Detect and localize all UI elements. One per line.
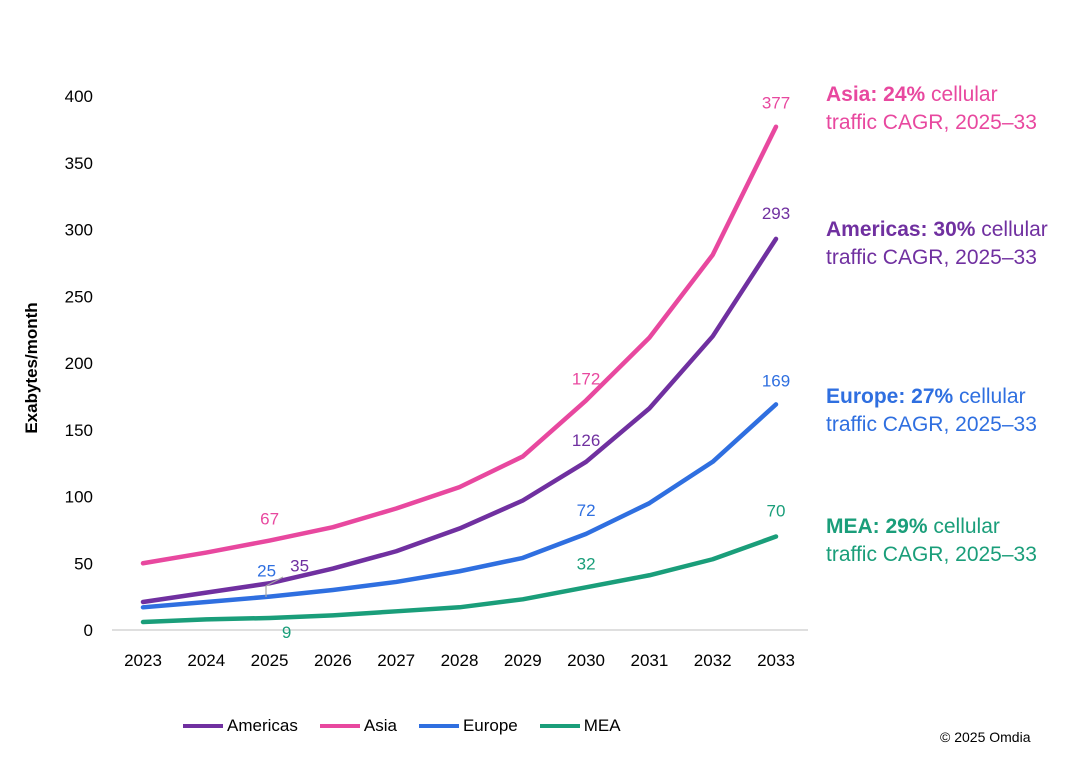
data-label: 126 — [572, 431, 600, 450]
legend-swatch — [319, 724, 360, 728]
x-tick-label: 2028 — [441, 651, 479, 670]
data-label: 35 — [290, 556, 309, 575]
y-tick-label: 150 — [65, 421, 93, 440]
x-tick-label: 2023 — [124, 651, 162, 670]
annotation-mea: MEA: 29% cellular traffic CAGR, 2025–33 — [826, 515, 1037, 566]
y-tick-label: 250 — [65, 287, 93, 306]
x-tick-label: 2024 — [187, 651, 225, 670]
data-label: 169 — [762, 371, 790, 390]
legend-swatch — [539, 724, 580, 728]
y-tick-label: 50 — [74, 554, 93, 573]
x-tick-label: 2031 — [630, 651, 668, 670]
legend-label: Americas — [227, 716, 298, 735]
y-tick-label: 100 — [65, 488, 93, 507]
legend-label: Asia — [363, 716, 397, 735]
legend: Americas Asia Europe MEA — [183, 716, 643, 736]
data-label: 32 — [577, 554, 596, 573]
x-tick-label: 2030 — [567, 651, 605, 670]
x-tick-label: 2027 — [377, 651, 415, 670]
x-tick-label: 2026 — [314, 651, 352, 670]
legend-item-europe: Europe — [418, 716, 518, 736]
legend-label: Europe — [462, 716, 518, 735]
series-line-mea — [140, 534, 779, 625]
legend-label: MEA — [583, 716, 621, 735]
y-tick-label: 200 — [65, 354, 93, 373]
y-tick-label: 350 — [65, 154, 93, 173]
annotation-americas: Americas: 30% cellular traffic CAGR, 202… — [826, 218, 1048, 269]
data-label: 72 — [577, 501, 596, 520]
y-tick-label: 0 — [84, 621, 93, 640]
annotation-asia: Asia: 24% cellular traffic CAGR, 2025–33 — [826, 83, 1037, 134]
legend-item-americas: Americas — [183, 716, 298, 736]
data-label: 172 — [572, 369, 600, 388]
legend-item-asia: Asia — [319, 716, 397, 736]
data-label: 67 — [260, 510, 279, 529]
x-tick-label: 2029 — [504, 651, 542, 670]
series-line-americas — [140, 236, 779, 605]
y-tick-label: 300 — [65, 221, 93, 240]
series-line-europe — [140, 402, 779, 610]
legend-item-mea: MEA — [539, 716, 621, 736]
leader-line — [265, 576, 284, 597]
copyright: © 2025 Omdia — [940, 729, 1031, 745]
data-label: 293 — [762, 204, 790, 223]
x-tick-label: 2032 — [694, 651, 732, 670]
legend-swatch — [183, 724, 223, 728]
y-tick-label: 400 — [65, 87, 93, 106]
data-label: 377 — [762, 94, 790, 113]
data-label: 70 — [767, 502, 786, 521]
annotation-europe: Europe: 27% cellular traffic CAGR, 2025–… — [826, 385, 1037, 436]
legend-swatch — [418, 724, 459, 728]
x-tick-label: 2033 — [757, 651, 795, 670]
y-axis-title: Exabytes/month — [22, 302, 41, 433]
x-tick-label: 2025 — [251, 651, 289, 670]
series-line-asia — [140, 124, 779, 566]
data-label: 25 — [257, 562, 276, 581]
data-label: 9 — [282, 623, 291, 642]
